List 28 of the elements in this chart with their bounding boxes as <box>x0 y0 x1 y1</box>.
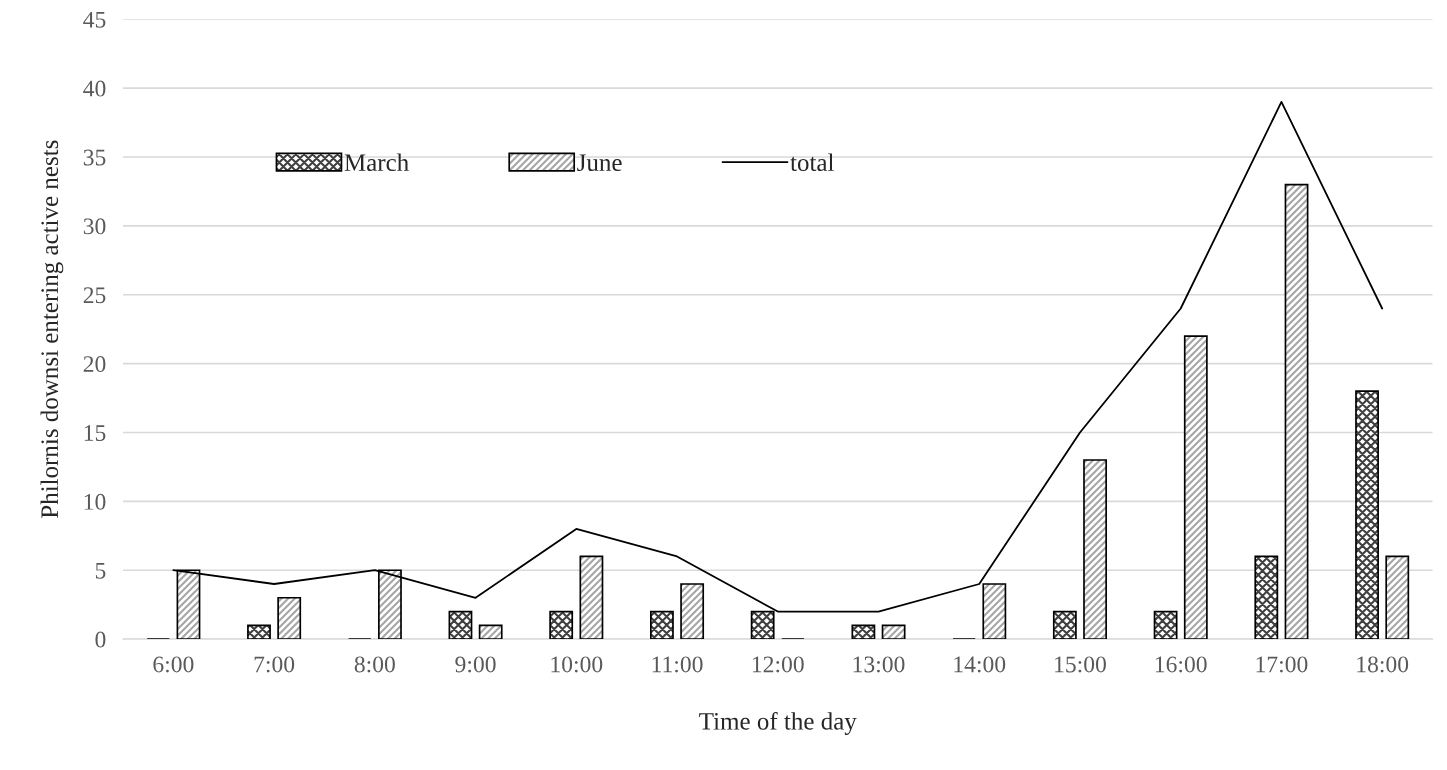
x-tick-label: 13:00 <box>853 656 905 673</box>
x-tick-label: 16:00 <box>1155 656 1207 673</box>
legend-label: total <box>790 153 834 172</box>
x-axis-title: Time of the day <box>699 711 857 735</box>
y-tick-label: 40 <box>83 80 106 97</box>
y-axis-title: Philornis downsi entering active nests <box>40 140 64 519</box>
y-tick-label: 20 <box>83 356 106 373</box>
x-tick-label: 11:00 <box>652 656 703 673</box>
x-tick-label: 8:00 <box>354 656 395 673</box>
y-tick-label: 15 <box>84 425 106 441</box>
x-tick-label: 12:00 <box>752 656 804 673</box>
y-tick-label: 35 <box>83 149 106 166</box>
x-tick-label: 14:00 <box>954 656 1006 673</box>
x-tick-label: 17:00 <box>1256 656 1308 673</box>
x-tick-label: 10:00 <box>551 656 603 673</box>
y-tick-label: 10 <box>84 493 106 510</box>
y-tick-label: 25 <box>83 287 106 304</box>
x-tick-label: 7:00 <box>254 656 295 673</box>
x-tick-label: 9:00 <box>455 656 496 673</box>
legend-label: June <box>577 154 622 172</box>
y-tick-label: 30 <box>83 218 106 235</box>
y-tick-label: 5 <box>95 562 106 579</box>
x-tick-label: 6:00 <box>153 656 194 673</box>
x-tick-label: 18:00 <box>1357 656 1409 673</box>
y-tick-label: 0 <box>95 631 106 648</box>
y-tick-label: 45 <box>83 11 106 28</box>
legend-label: March <box>344 153 409 172</box>
x-tick-label: 15:00 <box>1055 656 1106 673</box>
